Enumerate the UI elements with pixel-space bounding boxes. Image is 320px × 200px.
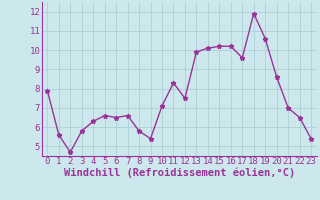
X-axis label: Windchill (Refroidissement éolien,°C): Windchill (Refroidissement éolien,°C) — [64, 168, 295, 178]
